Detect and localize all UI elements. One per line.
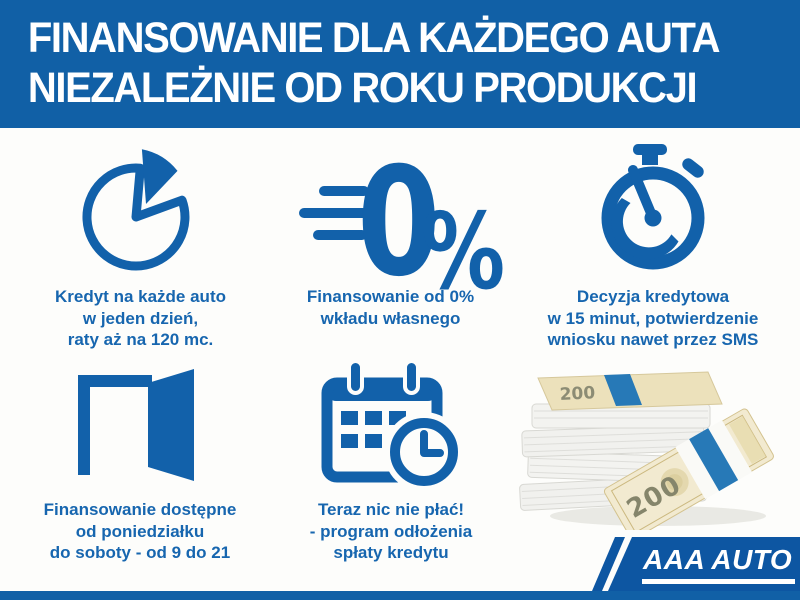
feature-text-decision: Decyzja kredytowa w 15 minut, potwierdze… — [547, 287, 759, 349]
logo-label: AAA AUTO — [642, 544, 796, 584]
speed-line-icon — [299, 208, 373, 218]
header-banner: FINANSOWANIE DLA KAŻDEGO AUTA NIEZALEŻNI… — [0, 0, 800, 128]
pie-chart-icon — [70, 142, 205, 282]
speed-line-icon — [319, 186, 369, 196]
zero-percent-icon: 0 % — [293, 136, 505, 313]
feature-text-zero-percent: Finansowanie od 0% wkładu własnego — [306, 287, 475, 328]
speed-line-icon — [313, 230, 367, 240]
feature-text-deferral: Teraz nic nie płać! - program odłożenia … — [309, 500, 473, 562]
banknote-value-top: 200 — [559, 383, 596, 405]
bottom-bar — [0, 591, 800, 600]
money-stacks-image: 200 200 — [508, 358, 800, 540]
aaa-auto-logo: AAA AUTO — [585, 537, 800, 591]
open-door-icon — [70, 363, 210, 488]
calendar-clock-icon — [313, 357, 473, 492]
percent-glyph: % — [421, 192, 505, 313]
stopwatch-icon — [595, 142, 717, 284]
header-line2: NIEZALEŻNIE OD ROKU PRODUKCJI — [27, 64, 698, 112]
header-line1: FINANSOWANIE DLA KAŻDEGO AUTA — [27, 14, 721, 62]
feature-text-availability: Finansowanie dostępne od poniedziałku do… — [43, 500, 237, 562]
zero-glyph: 0 — [357, 136, 441, 310]
header-title: FINANSOWANIE DLA KAŻDEGO AUTA NIEZALEŻNI… — [0, 0, 744, 113]
feature-text-credit: Kredyt na każde auto w jeden dzień, raty… — [55, 287, 226, 349]
